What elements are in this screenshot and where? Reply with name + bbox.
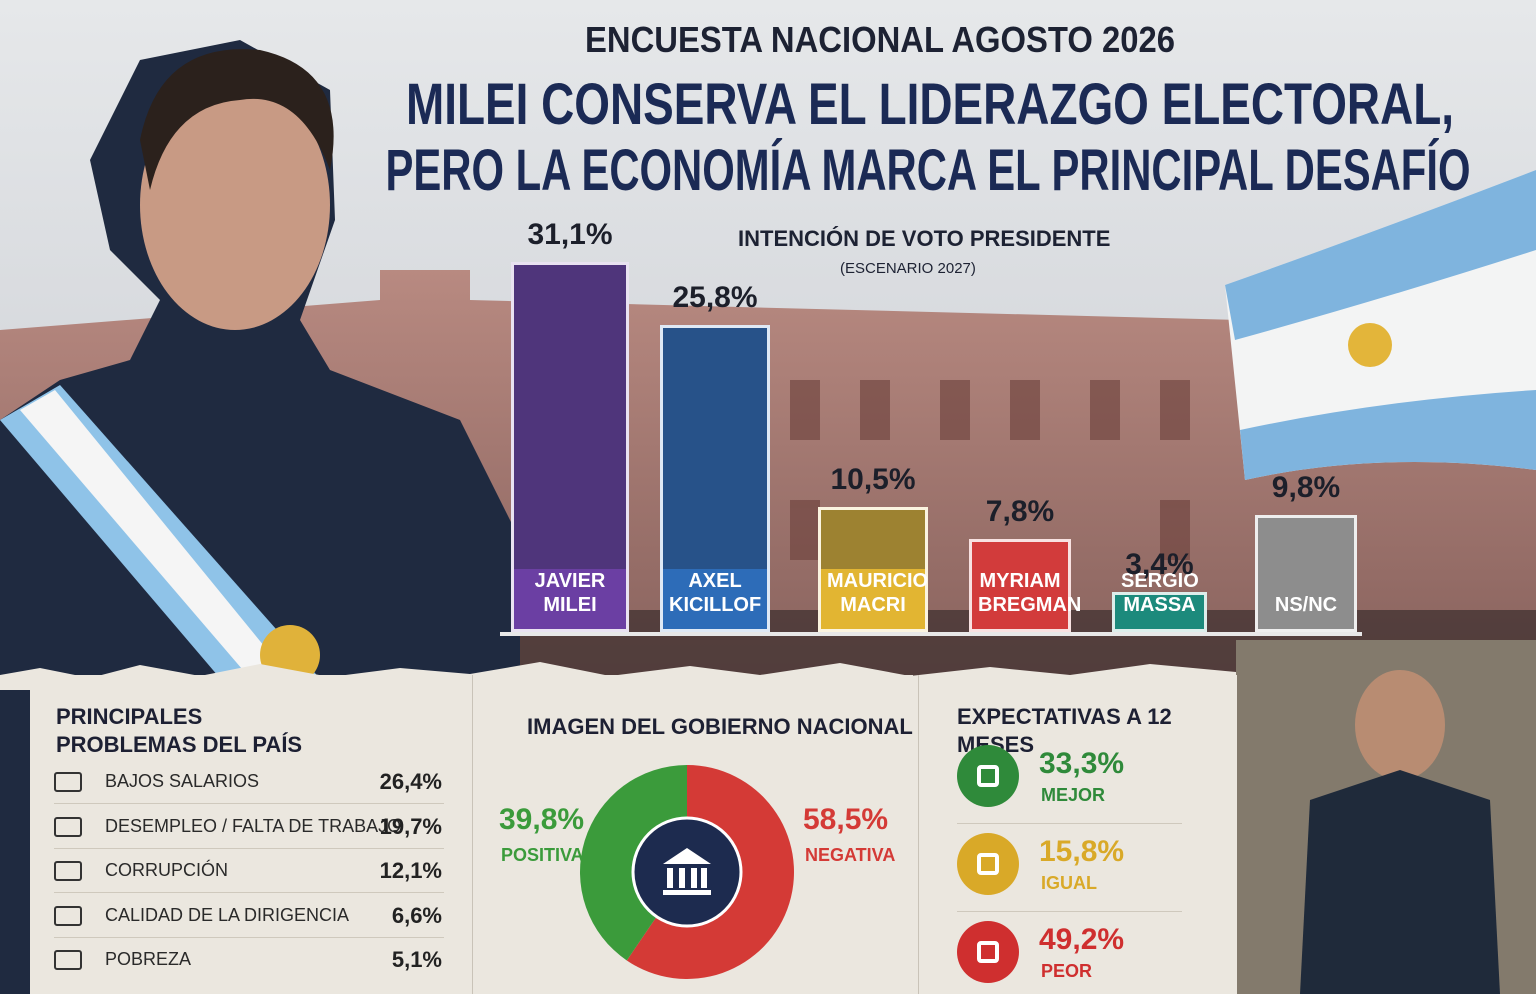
- value-label: 9,8%: [1271, 471, 1341, 505]
- value-label: 25,8%: [672, 281, 758, 315]
- separator: [54, 847, 444, 849]
- value-label: 33,3%: [1039, 747, 1125, 780]
- category-label: MEJOR: [1041, 785, 1106, 805]
- row-icon: [54, 772, 82, 792]
- candidate-name: AXEL KICILLOF: [669, 569, 762, 616]
- candidate-name: MAURICIO MACRI: [827, 569, 929, 616]
- bar: MAURICIO MACRI: [818, 507, 928, 632]
- image-panel: IMAGEN DEL GOBIERNO NACIONAL 39,8% POSITI…: [472, 675, 913, 994]
- value-label: 3,4%: [1125, 547, 1194, 581]
- row-label: POBREZA: [105, 949, 192, 969]
- row-label: CALIDAD DE LA DIRIGENCIA: [105, 904, 350, 925]
- government-icon: [663, 848, 711, 895]
- category-label: NEGATIVA: [805, 845, 896, 865]
- candidate-name: MYRIAM BREGMAN: [978, 569, 1082, 616]
- candidate-photo: [821, 510, 925, 569]
- value-label: 31,1%: [527, 218, 613, 251]
- bar: NS/NC: [1255, 515, 1357, 632]
- category-label: PEOR: [1041, 961, 1093, 981]
- bar: AXEL KICILLOF: [660, 325, 770, 632]
- icon-glyph: [977, 765, 999, 787]
- header: ENCUESTA NACIONAL AGOSTO 2026 MILEI CONS…: [386, 19, 1471, 200]
- separator: [54, 936, 444, 938]
- donut-chart: 39,8% POSITIVA 58,5% NEGATIVA: [473, 675, 913, 994]
- bar: MYRIAM BREGMAN: [969, 539, 1082, 632]
- donut-hole: [631, 816, 743, 928]
- expectations-panel: EXPECTATIVAS A 12 MESES 33,3% MEJOR 15,8% I…: [918, 675, 1237, 994]
- icon: [957, 921, 1019, 983]
- row-icon: [54, 905, 82, 926]
- bar: JAVIER MILEI: [511, 262, 629, 632]
- row-value: 12,1%: [379, 858, 442, 883]
- row-label: DESEMPLEO / FALTA DE TRABAJO: [105, 815, 402, 836]
- icon: [957, 745, 1019, 807]
- row-label: BAJOS SALARIOS: [105, 771, 260, 791]
- separator: [957, 823, 1182, 824]
- row-icon: [54, 861, 82, 881]
- candidate-name: JAVIER MILEI: [534, 570, 606, 616]
- value-label: 10,5%: [830, 463, 916, 497]
- candidate-photo: [514, 265, 626, 569]
- problems-list: BAJOS SALARIOS 26,4% DESEMPLEO / FALTA DE …: [30, 675, 470, 994]
- value-label: 39,8%: [499, 803, 585, 836]
- row-icon: [54, 950, 82, 970]
- problems-panel: PRINCIPALES PROBLEMAS DEL PAÍS BAJOS SAL…: [30, 675, 470, 994]
- value-label: 15,8%: [1039, 835, 1125, 868]
- value-label: 49,2%: [1039, 923, 1125, 956]
- row-value: 6,6%: [391, 902, 442, 928]
- row-value: 19,7%: [379, 813, 442, 839]
- icon-glyph: [977, 853, 999, 875]
- headline: MILEI CONSERVA EL LIDERAZGO ELECTORAL,: [406, 72, 1454, 137]
- category-label: POSITIVA: [501, 845, 584, 865]
- candidate-name: NS/NC: [1274, 593, 1338, 616]
- row-value: 5,1%: [391, 947, 442, 972]
- chart-subtitle: (ESCENARIO 2027): [840, 260, 976, 277]
- vote-chart: JAVIER MILEI 31,1% AXEL KICILLOF 25,8% MAURI…: [511, 218, 1357, 632]
- value-label: 7,8%: [985, 495, 1055, 529]
- row-value: 26,4%: [379, 769, 442, 794]
- candidate-name: SERGIO MASSA: [1121, 569, 1199, 616]
- separator: [957, 911, 1182, 912]
- kicker: ENCUESTA NACIONAL AGOSTO 2026: [585, 19, 1175, 60]
- icon-glyph: [977, 941, 999, 963]
- candidate-photo: [663, 328, 767, 569]
- row-label: CORRUPCIÓN: [105, 860, 229, 880]
- panel-title: IMAGEN DEL GOBIERNO NACIONAL: [527, 714, 913, 739]
- separator: [54, 892, 444, 893]
- chart-title: INTENCIÓN DE VOTO PRESIDENTE: [738, 226, 1111, 251]
- bar: SERGIO MASSA: [1112, 570, 1207, 632]
- donut-slice: [626, 765, 794, 979]
- baseline: [500, 632, 1362, 636]
- headline: PERO LA ECONOMÍA MARCA EL PRINCIPAL DESA…: [386, 138, 1471, 200]
- donut: [579, 765, 794, 979]
- icon: [957, 833, 1019, 895]
- row-icon: [54, 816, 82, 837]
- expectations-list: 33,3% MEJOR 15,8% IGUAL 49,2% PEOR: [919, 675, 1237, 994]
- value-label: 58,5%: [803, 803, 889, 836]
- separator: [54, 803, 444, 804]
- panel-title: PRINCIPALES PROBLEMAS DEL PAÍS: [56, 704, 303, 757]
- category-label: IGUAL: [1041, 873, 1097, 893]
